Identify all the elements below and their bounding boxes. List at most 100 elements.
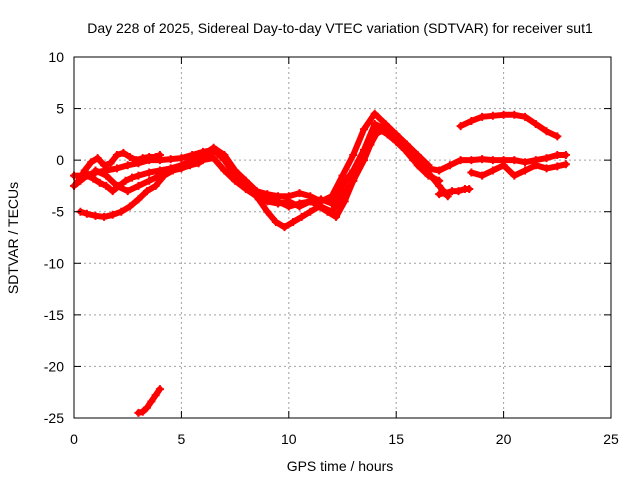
data-point (87, 158, 96, 167)
data-point (510, 110, 519, 119)
data-series (70, 109, 570, 417)
data-point (314, 202, 323, 211)
data-point (119, 148, 128, 157)
x-tick-label: 5 (178, 431, 186, 447)
data-point (93, 154, 102, 163)
data-point (381, 125, 390, 134)
data-point (241, 176, 250, 185)
data-point (531, 120, 540, 129)
data-point (521, 112, 530, 121)
data-point (151, 153, 160, 162)
data-point (147, 397, 156, 406)
data-point (194, 159, 203, 168)
data-point (284, 202, 293, 211)
data-point (306, 207, 315, 216)
data-point (143, 187, 152, 196)
data-point (424, 161, 433, 170)
data-point (488, 156, 497, 165)
data-point (435, 181, 444, 190)
data-point (155, 171, 164, 180)
x-tick-label: 10 (281, 431, 297, 447)
y-tick-label: 10 (48, 49, 64, 65)
data-point (370, 109, 379, 118)
chart-title: Day 228 of 2025, Sidereal Day-to-day VTE… (87, 20, 593, 36)
data-point (125, 153, 134, 162)
data-point (155, 150, 164, 159)
data-point (521, 158, 530, 167)
data-point (349, 176, 358, 185)
data-point (488, 111, 497, 120)
data-point (106, 159, 115, 168)
data-point (155, 385, 164, 394)
series-track-b (70, 125, 444, 216)
data-point (263, 192, 272, 201)
x-tick-label: 0 (70, 431, 78, 447)
data-point (317, 195, 326, 204)
data-point (553, 162, 562, 171)
data-point (117, 207, 126, 216)
data-point (125, 202, 134, 211)
x-tick-label: 20 (496, 431, 512, 447)
axis-ticks: 0 5 10 15 20 25 -25 -20 -15 -10 -5 0 5 10 (44, 49, 619, 447)
data-point (108, 210, 117, 219)
data-point (138, 407, 147, 416)
series-track-h (435, 185, 474, 199)
y-tick-label: -20 (44, 358, 64, 374)
data-point (134, 195, 143, 204)
series-track-g (467, 160, 570, 180)
data-point (134, 181, 143, 190)
data-point (112, 150, 121, 159)
data-point (413, 150, 422, 159)
data-point (112, 181, 121, 190)
data-point (263, 207, 272, 216)
data-point (74, 176, 83, 185)
data-point (510, 171, 519, 180)
series-track-e (74, 148, 164, 185)
data-point (553, 132, 562, 141)
data-point (143, 403, 152, 412)
data-point (80, 166, 89, 175)
data-point (531, 161, 540, 170)
data-point (127, 173, 136, 182)
data-point (252, 187, 261, 196)
data-point (82, 209, 91, 218)
data-point (112, 164, 121, 173)
data-point (177, 154, 186, 163)
y-tick-label: 5 (56, 101, 64, 117)
data-point (102, 171, 111, 180)
data-point (231, 166, 240, 175)
data-point (271, 218, 280, 227)
series-trace (468, 161, 569, 179)
data-point (295, 189, 304, 198)
data-point (166, 166, 175, 175)
data-point (91, 166, 100, 175)
x-axis-label: GPS time / hours (287, 458, 394, 474)
y-tick-label: 0 (56, 152, 64, 168)
grid-lines (74, 57, 611, 418)
data-point (323, 207, 332, 216)
data-point (151, 391, 160, 400)
data-point (359, 145, 368, 154)
data-point (327, 199, 336, 208)
data-point (435, 190, 444, 199)
data-point (400, 145, 409, 154)
data-point (295, 199, 304, 208)
data-point (220, 150, 229, 159)
data-point (488, 166, 497, 175)
data-point (561, 150, 570, 159)
data-point (478, 112, 487, 121)
data-point (198, 150, 207, 159)
data-point (338, 181, 347, 190)
data-point (561, 160, 570, 169)
data-point (138, 154, 147, 163)
data-point (274, 197, 283, 206)
data-point (166, 155, 175, 164)
data-point (145, 168, 154, 177)
data-point (521, 166, 530, 175)
data-point (467, 168, 476, 177)
data-point (145, 176, 154, 185)
data-point (151, 181, 160, 190)
x-tick-label: 15 (388, 431, 404, 447)
data-point (100, 161, 109, 170)
data-point (426, 171, 435, 180)
